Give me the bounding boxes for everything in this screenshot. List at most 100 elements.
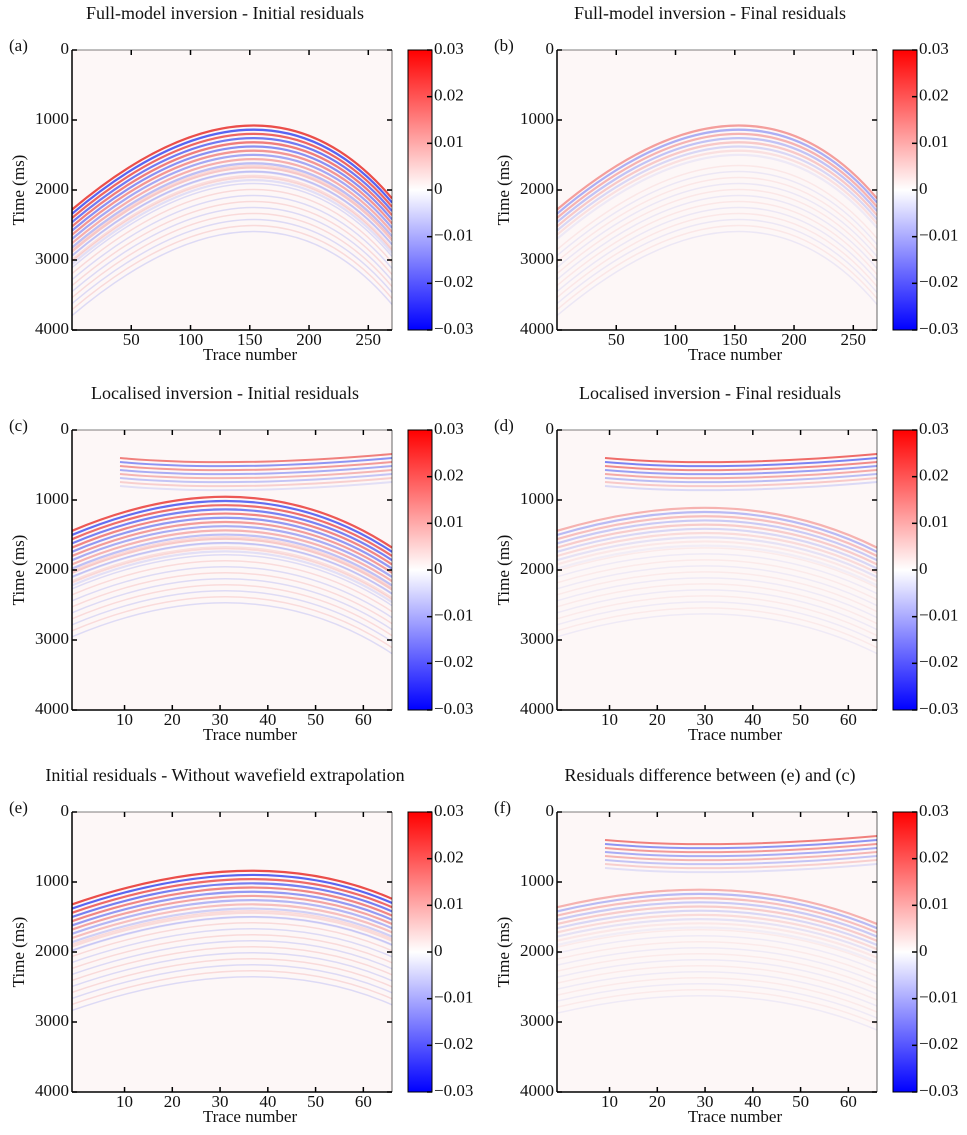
residual-event (72, 546, 392, 599)
residual-tail (72, 584, 392, 637)
residual-shallow (604, 473, 877, 484)
colorbar-tick-label: −0.03 (434, 319, 473, 338)
x-tick-label: 60 (355, 710, 372, 729)
residual-tail (557, 976, 877, 1013)
x-axis-label: Trace number (203, 345, 298, 364)
colorbar-tick-label: −0.02 (919, 272, 958, 291)
residual-event (557, 540, 877, 583)
image-background (557, 812, 877, 1092)
panel-label: (e) (9, 798, 28, 817)
residual-tail (72, 176, 392, 263)
x-tick-label: 250 (356, 330, 382, 349)
residual-event (72, 533, 392, 587)
x-tick-label: 150 (237, 330, 263, 349)
residual-shallow (119, 457, 392, 468)
residual-shallow (604, 839, 877, 850)
residual-event (557, 515, 877, 557)
residual-event (72, 882, 392, 919)
residual-event (557, 137, 877, 224)
residual-event (72, 878, 392, 914)
residual-tail (72, 939, 392, 976)
residual-event (557, 926, 877, 963)
residual-shallow (604, 863, 877, 874)
colorbar-tick-label: 0.01 (919, 894, 949, 913)
x-tick-label: 40 (259, 1092, 276, 1111)
residual-event (72, 869, 392, 906)
residual-event (72, 915, 392, 952)
colorbar-tick-label: −0.01 (919, 606, 958, 625)
residual-event (72, 886, 392, 923)
residual-image (72, 50, 392, 330)
residual-tail (72, 572, 392, 625)
residual-event (72, 495, 392, 549)
residual-shallow (119, 453, 392, 464)
residual-tail (557, 583, 877, 625)
residual-event (72, 899, 392, 935)
residual-tail (72, 921, 392, 958)
residual-event (72, 516, 392, 570)
x-tick-label: 20 (649, 1092, 666, 1111)
y-tick-label: 2000 (35, 179, 69, 198)
residual-tail (557, 613, 877, 655)
y-axis-label: Time (ms) (9, 535, 28, 606)
residual-event (557, 145, 877, 232)
x-tick-label: 10 (116, 710, 133, 729)
residual-event (72, 499, 392, 553)
x-axis-label: Trace number (688, 725, 783, 744)
residual-tail (72, 602, 392, 655)
residual-tail (72, 963, 392, 1000)
y-tick-label: 0 (61, 801, 70, 820)
residual-tail (72, 590, 392, 643)
residual-shallow (604, 835, 877, 846)
residual-tail (557, 571, 877, 613)
residual-tail (557, 988, 877, 1025)
residual-image (557, 50, 877, 330)
y-axis-label: Time (ms) (9, 917, 28, 988)
y-tick-label: 4000 (520, 319, 554, 338)
residual-tail (557, 206, 877, 293)
x-tick-label: 10 (601, 710, 618, 729)
y-tick-label: 3000 (520, 629, 554, 648)
y-tick-label: 1000 (520, 489, 554, 508)
residual-event (557, 918, 877, 955)
colorbar-tick-label: −0.01 (919, 988, 958, 1007)
residual-tail (557, 224, 877, 311)
colorbar-tick-label: 0.02 (434, 466, 464, 485)
image-background (557, 50, 877, 330)
colorbar-tick-label: 0 (919, 941, 928, 960)
y-tick-label: 4000 (520, 1081, 554, 1100)
residual-shallow (604, 847, 877, 858)
residual-tail (72, 548, 392, 601)
y-tick-label: 3000 (35, 249, 69, 268)
residual-event (72, 132, 392, 219)
residual-event (72, 149, 392, 236)
residual-shallow (604, 465, 877, 476)
colorbar-tick-label: 0.02 (919, 86, 949, 105)
residual-tail (72, 969, 392, 1006)
panel-title: Full-model inversion - Initial residuals (86, 3, 364, 23)
x-tick-label: 40 (744, 1092, 761, 1111)
residual-tail (557, 547, 877, 589)
residual-event (72, 145, 392, 232)
residual-tail (72, 164, 392, 251)
y-axis-label: Time (ms) (494, 155, 513, 226)
y-tick-label: 2000 (35, 559, 69, 578)
colorbar-tick-label: −0.03 (434, 1081, 473, 1100)
y-tick-label: 4000 (35, 1081, 69, 1100)
y-tick-label: 3000 (520, 1011, 554, 1030)
residual-event (557, 888, 877, 926)
x-tick-label: 50 (123, 330, 140, 349)
y-tick-label: 3000 (35, 1011, 69, 1030)
x-axis-label: Trace number (203, 725, 298, 744)
colorbar-tick-label: 0.01 (434, 512, 464, 531)
residual-shallow (119, 461, 392, 472)
x-tick-label: 150 (722, 330, 748, 349)
residual-tail (72, 915, 392, 952)
residual-tail (72, 975, 392, 1012)
residual-tail (557, 994, 877, 1031)
residual-tail (72, 909, 392, 946)
residual-image (557, 430, 877, 710)
x-tick-label: 200 (296, 330, 322, 349)
residual-tail (72, 206, 392, 293)
residual-tail (72, 182, 392, 269)
